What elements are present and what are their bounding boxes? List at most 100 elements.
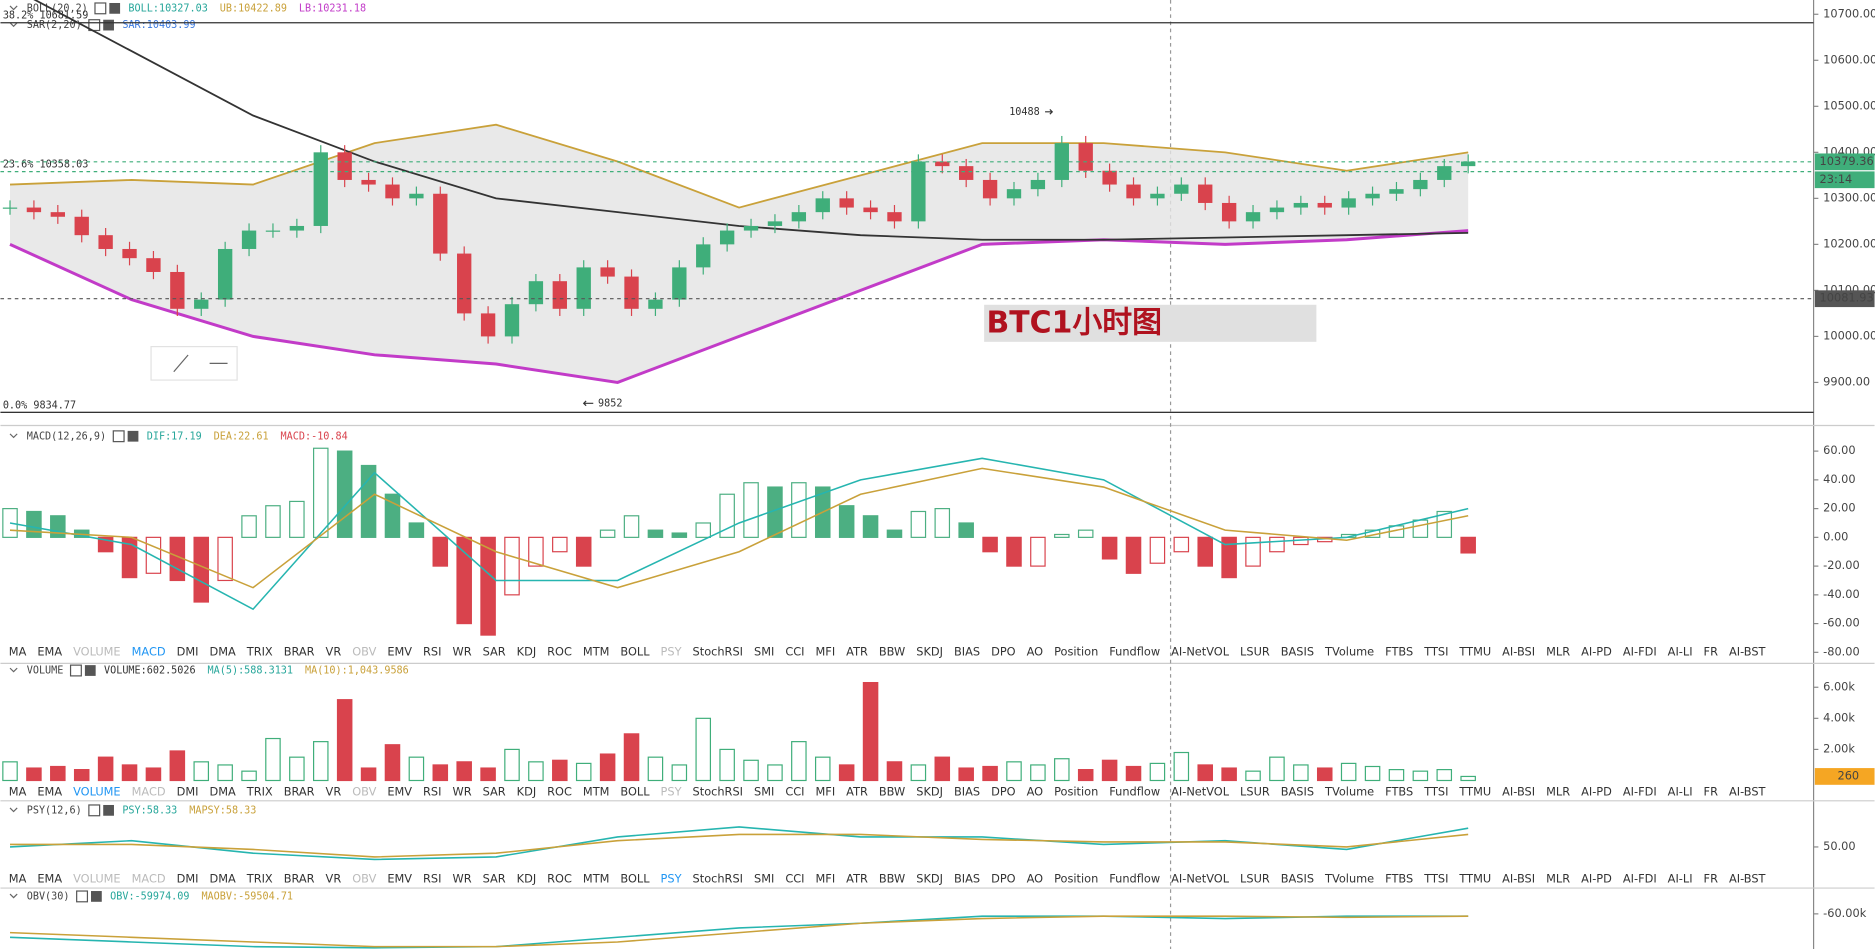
- indicator-tab[interactable]: OBV: [352, 872, 376, 886]
- indicator-tab[interactable]: FR: [1704, 784, 1719, 798]
- indicator-tab[interactable]: AI-FDI: [1623, 872, 1657, 886]
- indicator-tab[interactable]: AI-BSI: [1502, 645, 1535, 659]
- indicator-tab[interactable]: AI-BST: [1729, 645, 1766, 659]
- close-icon[interactable]: [109, 2, 121, 14]
- indicator-tab[interactable]: DMI: [177, 645, 199, 659]
- indicator-tab[interactable]: DPO: [991, 784, 1016, 798]
- indicator-tab[interactable]: BBW: [879, 784, 905, 798]
- settings-icon[interactable]: [112, 430, 125, 443]
- indicator-tab[interactable]: MLR: [1546, 645, 1570, 659]
- indicator-tab[interactable]: EMV: [387, 784, 412, 798]
- indicator-tab[interactable]: MA: [9, 645, 27, 659]
- indicator-tab[interactable]: ATR: [846, 872, 868, 886]
- indicator-tab[interactable]: EMV: [387, 645, 412, 659]
- indicator-tab[interactable]: TTMU: [1458, 784, 1491, 798]
- indicator-tab[interactable]: PSY: [661, 872, 682, 886]
- indicator-tab[interactable]: Position: [1054, 784, 1098, 798]
- indicator-tab[interactable]: AI-BST: [1729, 784, 1766, 798]
- indicator-tab[interactable]: BRAR: [284, 872, 315, 886]
- indicator-tab[interactable]: TVolume: [1324, 645, 1374, 659]
- collapse-icon[interactable]: [9, 893, 18, 899]
- indicator-tab[interactable]: FTBS: [1385, 872, 1413, 886]
- indicator-tab[interactable]: ROC: [547, 872, 572, 886]
- indicator-tab[interactable]: AI-LI: [1668, 872, 1693, 886]
- indicator-tab[interactable]: AI-NetVOL: [1171, 872, 1230, 886]
- close-icon[interactable]: [84, 665, 96, 676]
- indicator-tab[interactable]: DMI: [177, 784, 199, 798]
- indicator-tab[interactable]: SMI: [754, 872, 774, 886]
- indicator-tab[interactable]: BOLL: [620, 784, 650, 798]
- indicator-tab[interactable]: AI-NetVOL: [1171, 645, 1230, 659]
- indicator-tab[interactable]: FTBS: [1385, 784, 1413, 798]
- indicator-tab[interactable]: Position: [1054, 645, 1098, 659]
- indicator-tab[interactable]: FTBS: [1385, 645, 1413, 659]
- indicator-tab[interactable]: BBW: [879, 872, 905, 886]
- indicator-tab[interactable]: WR: [452, 784, 471, 798]
- indicator-tab[interactable]: DMA: [209, 645, 236, 659]
- indicator-tab[interactable]: Position: [1054, 872, 1098, 886]
- indicator-tab[interactable]: VR: [326, 645, 342, 659]
- settings-icon[interactable]: [94, 2, 107, 15]
- indicator-tab[interactable]: AI-BST: [1729, 872, 1766, 886]
- indicator-tab[interactable]: BRAR: [284, 645, 315, 659]
- indicator-tab[interactable]: BIAS: [954, 872, 980, 886]
- close-icon[interactable]: [103, 804, 114, 816]
- close-icon[interactable]: [103, 19, 114, 31]
- settings-icon[interactable]: [76, 890, 89, 903]
- close-icon[interactable]: [91, 891, 102, 902]
- indicator-tab[interactable]: AI-BSI: [1502, 784, 1535, 798]
- indicator-tab[interactable]: TVolume: [1324, 872, 1374, 886]
- indicator-tab[interactable]: MLR: [1546, 784, 1570, 798]
- indicator-tab[interactable]: CCI: [785, 645, 804, 659]
- indicator-tab[interactable]: AI-FDI: [1623, 784, 1657, 798]
- indicator-tab[interactable]: MTM: [583, 645, 610, 659]
- indicator-tab[interactable]: ATR: [846, 645, 868, 659]
- indicator-tab[interactable]: SAR: [483, 645, 506, 659]
- indicator-tab[interactable]: BOLL: [620, 645, 650, 659]
- indicator-tab[interactable]: TTMU: [1458, 872, 1491, 886]
- indicator-tab[interactable]: WR: [452, 872, 471, 886]
- indicator-tab[interactable]: MA: [9, 872, 27, 886]
- indicator-tab[interactable]: SKDJ: [916, 784, 943, 798]
- collapse-icon[interactable]: [9, 807, 18, 813]
- drawing-toolbar[interactable]: [150, 346, 238, 381]
- indicator-tab[interactable]: AI-BSI: [1502, 872, 1535, 886]
- indicator-tab[interactable]: LSUR: [1240, 872, 1270, 886]
- indicator-tab[interactable]: TRIX: [246, 784, 273, 798]
- indicator-tab[interactable]: EMA: [37, 645, 62, 659]
- indicator-tab[interactable]: DMI: [177, 872, 199, 886]
- indicator-tab[interactable]: DPO: [991, 645, 1016, 659]
- indicator-tab[interactable]: PSY: [661, 784, 682, 798]
- indicator-tab[interactable]: BASIS: [1281, 645, 1314, 659]
- indicator-tab[interactable]: ROC: [547, 645, 572, 659]
- indicator-tab[interactable]: BASIS: [1281, 872, 1314, 886]
- indicator-tab[interactable]: OBV: [352, 784, 376, 798]
- indicator-tab[interactable]: AI-PD: [1581, 645, 1612, 659]
- indicator-tab[interactable]: BRAR: [284, 784, 315, 798]
- indicator-tab[interactable]: RSI: [423, 872, 441, 886]
- indicator-tab[interactable]: BIAS: [954, 784, 980, 798]
- collapse-icon[interactable]: [9, 667, 18, 673]
- settings-icon[interactable]: [88, 804, 101, 817]
- indicator-tab[interactable]: DPO: [991, 872, 1016, 886]
- indicator-tab[interactable]: ATR: [846, 784, 868, 798]
- indicator-tab[interactable]: EMA: [37, 872, 62, 886]
- indicator-tab[interactable]: TVolume: [1324, 784, 1374, 798]
- indicator-tab[interactable]: LSUR: [1240, 645, 1270, 659]
- indicator-tab[interactable]: AO: [1027, 784, 1044, 798]
- collapse-icon[interactable]: [9, 5, 18, 11]
- indicator-tab[interactable]: MACD: [132, 784, 166, 798]
- tool-icon[interactable]: [173, 354, 189, 373]
- indicator-tab[interactable]: MACD: [132, 645, 166, 659]
- indicator-tab[interactable]: AI-NetVOL: [1171, 784, 1230, 798]
- indicator-tab[interactable]: CCI: [785, 872, 804, 886]
- indicator-tab[interactable]: FR: [1704, 645, 1719, 659]
- indicator-tab[interactable]: TTSI: [1423, 645, 1448, 659]
- indicator-tab[interactable]: BASIS: [1281, 784, 1314, 798]
- indicator-tab[interactable]: RSI: [423, 784, 441, 798]
- indicator-tab[interactable]: SAR: [483, 784, 506, 798]
- indicator-tab[interactable]: VR: [326, 872, 342, 886]
- indicator-tab[interactable]: MFI: [816, 784, 836, 798]
- indicator-tab[interactable]: MLR: [1546, 872, 1570, 886]
- indicator-tab[interactable]: EMV: [387, 872, 412, 886]
